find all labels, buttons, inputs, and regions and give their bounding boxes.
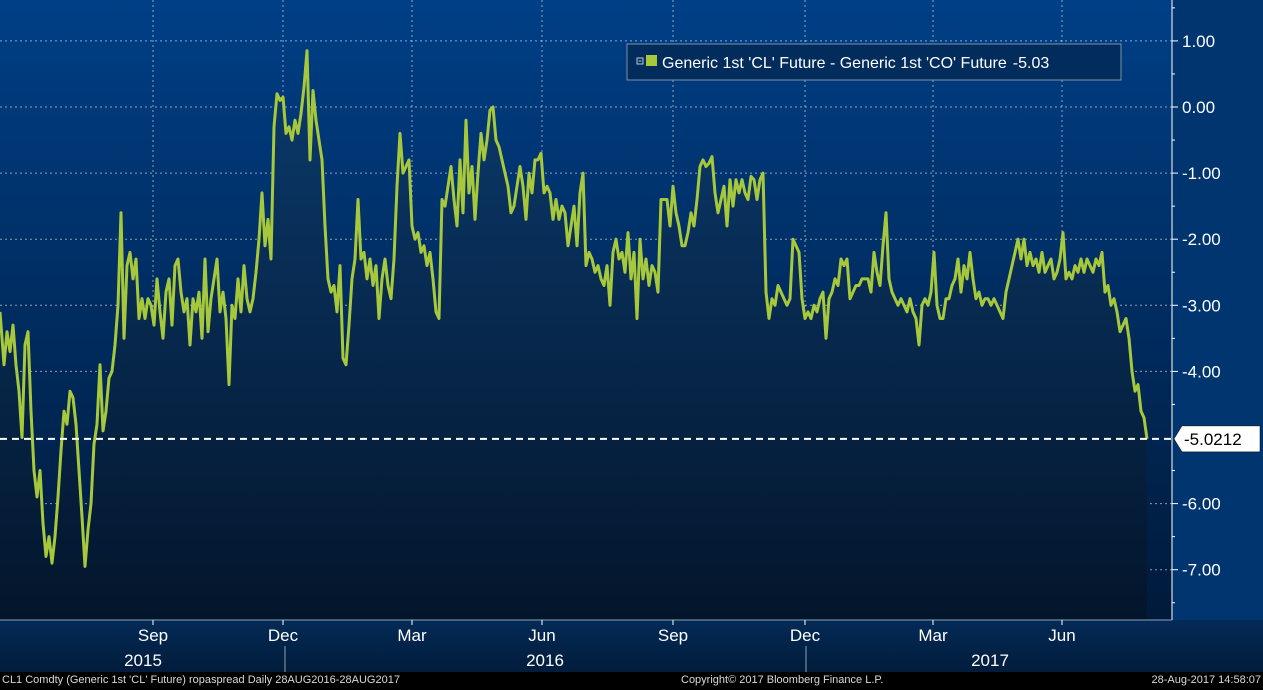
- legend: Generic 1st 'CL' Future - Generic 1st 'C…: [626, 43, 1122, 81]
- x-tick-label-3: Jun: [528, 626, 555, 645]
- y-tick-label-2: -1.00: [1182, 164, 1221, 183]
- x-tick-label-0: Sep: [138, 626, 168, 645]
- legend-last-value: -5.03: [1013, 55, 1050, 72]
- legend-box: [626, 43, 1122, 81]
- last-value-label: -5.0212: [1184, 430, 1242, 449]
- footer-bar: [0, 672, 1263, 690]
- x-tick-label-1: Dec: [268, 626, 299, 645]
- last-value-badge-shape: [1173, 425, 1261, 453]
- x-year-label-1: 2016: [526, 651, 564, 670]
- series-line: [0, 49, 1149, 568]
- footer-timestamp: 28-Aug-2017 14:58:07: [1151, 674, 1261, 686]
- series-area: [0, 50, 1147, 621]
- y-tick-label-7: -7.00: [1182, 561, 1221, 580]
- legend-expand-icon[interactable]: [636, 57, 644, 65]
- y-tick-label-4: -3.00: [1182, 296, 1221, 315]
- y-axis: 1.00 0.00 -1.00 -2.00 -3.00 -4.00 -6.00 -7.00: [1172, 7, 1221, 604]
- y-tick-label-0: 1.00: [1182, 32, 1215, 51]
- y-tick-label-5: -4.00: [1182, 362, 1221, 381]
- x-tick-label-4: Sep: [658, 626, 688, 645]
- last-value-badge: -5.0212: [1173, 425, 1261, 453]
- y-tick-label-3: -2.00: [1182, 230, 1221, 249]
- x-axis: Sep Dec Mar Jun Sep Dec Mar Jun 2015 2016 2017: [0, 619, 1172, 672]
- legend-label: Generic 1st 'CL' Future - Generic 1st 'C…: [662, 55, 1049, 72]
- y-tick-label-1: 0.00: [1182, 98, 1215, 117]
- x-tick-label-7: Jun: [1048, 626, 1075, 645]
- x-year-label-0: 2015: [124, 651, 162, 670]
- footer-source: CL1 Comdty (Generic 1st 'CL' Future) rop…: [2, 674, 400, 686]
- x-tick-label-5: Dec: [790, 626, 821, 645]
- footer-copyright: Copyright© 2017 Bloomberg Finance L.P.: [681, 674, 884, 686]
- legend-series-name: Generic 1st 'CL' Future - Generic 1st 'C…: [662, 55, 1007, 72]
- x-axis-background: [0, 620, 1263, 672]
- x-year-label-2: 2017: [971, 651, 1009, 670]
- x-tick-label-6: Mar: [918, 626, 948, 645]
- legend-swatch: [646, 55, 657, 66]
- x-tick-label-2: Mar: [397, 626, 427, 645]
- y-axis-background: [1172, 0, 1263, 620]
- y-tick-label-6: -6.00: [1182, 495, 1221, 514]
